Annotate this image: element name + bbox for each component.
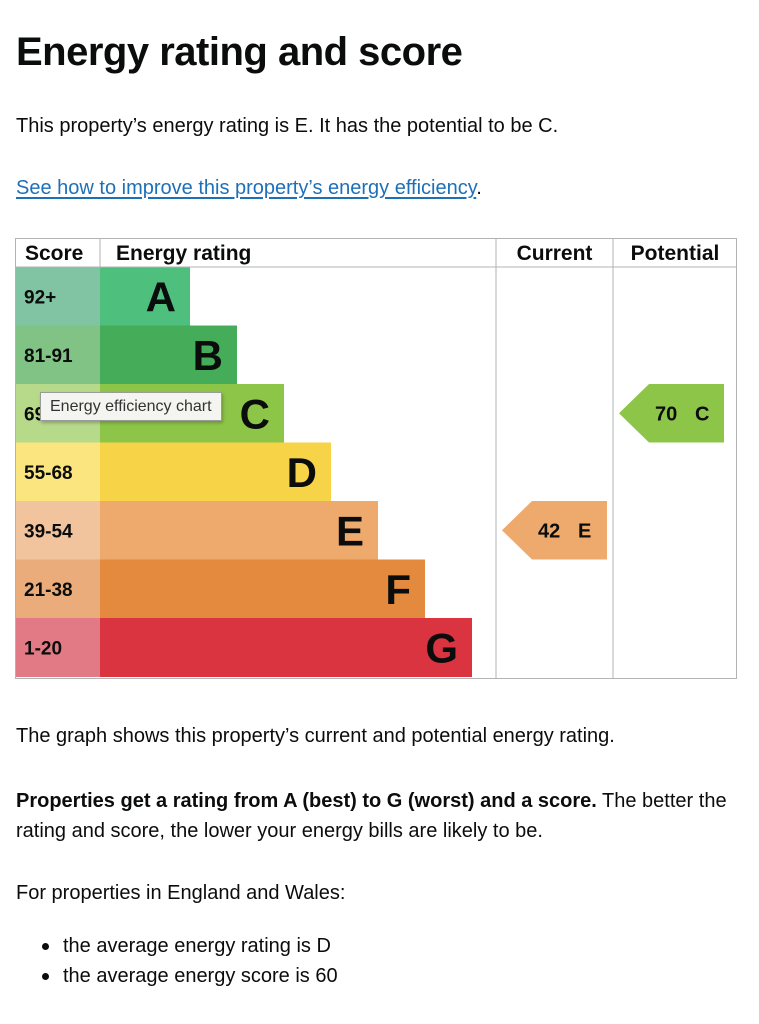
rating-band-letter: D (287, 449, 317, 496)
rating-explainer-bold: Properties get a rating from A (best) to… (16, 790, 597, 812)
potential-column-header: Potential (631, 242, 720, 265)
potential-rating-score: 70 (655, 403, 677, 425)
improve-efficiency-link[interactable]: See how to improve this property’s energ… (16, 177, 477, 199)
potential-rating-arrow (619, 384, 724, 443)
rating-band-f (100, 559, 425, 619)
rating-band-g (100, 618, 472, 677)
score-cell-e (15, 501, 100, 560)
energy-rating-column-header: Energy rating (116, 242, 251, 265)
score-range-label: 92+ (24, 287, 56, 308)
score-range-label: 39-54 (24, 521, 73, 542)
score-range-label: 55-68 (24, 463, 73, 484)
score-cell-f (15, 559, 100, 619)
region-intro: For properties in England and Wales: (16, 882, 346, 904)
average-rating-item: the average energy rating is D (16, 931, 338, 961)
improve-paragraph: See how to improve this property’s energ… (16, 174, 482, 202)
rating-band-letter: F (385, 566, 411, 613)
improve-link-suffix: . (476, 177, 482, 199)
energy-efficiency-chart: 92+A81-91B69-80C55-68D39-54E21-38F1-20GS… (15, 238, 737, 679)
chart-tooltip: Energy efficiency chart (40, 392, 222, 421)
rating-band-letter: G (425, 624, 458, 671)
score-cell-b (15, 325, 100, 385)
graph-description: The graph shows this property’s current … (16, 725, 615, 747)
score-column-header: Score (25, 242, 83, 265)
rating-band-letter: B (193, 332, 223, 379)
score-range-label: 81-91 (24, 346, 73, 367)
average-score-item: the average energy score is 60 (16, 961, 338, 991)
score-cell-d (15, 442, 100, 502)
score-range-label: 1-20 (24, 638, 62, 659)
current-rating-score: 42 (538, 520, 560, 542)
score-cell-a (15, 267, 100, 326)
rating-summary: This property’s energy rating is E. It h… (16, 115, 559, 137)
rating-explainer: Properties get a rating from A (best) to… (16, 786, 736, 846)
page-title: Energy rating and score (16, 30, 463, 74)
rating-band-e (100, 501, 378, 560)
averages-list: the average energy rating is D the avera… (16, 931, 338, 991)
rating-band-d (100, 442, 331, 502)
rating-band-a (100, 267, 190, 326)
current-rating-letter: E (578, 520, 591, 542)
rating-explainer-rest: The better the rating and score, the low… (16, 790, 727, 842)
current-rating-arrow (502, 501, 607, 560)
score-range-label: 21-38 (24, 580, 73, 601)
potential-rating-letter: C (695, 403, 709, 425)
rating-band-letter: E (336, 507, 364, 554)
score-cell-g (15, 618, 100, 677)
rating-band-letter: C (240, 390, 270, 437)
rating-band-b (100, 325, 237, 385)
rating-band-letter: A (146, 273, 176, 320)
current-column-header: Current (517, 242, 593, 265)
chart-border (15, 238, 737, 679)
